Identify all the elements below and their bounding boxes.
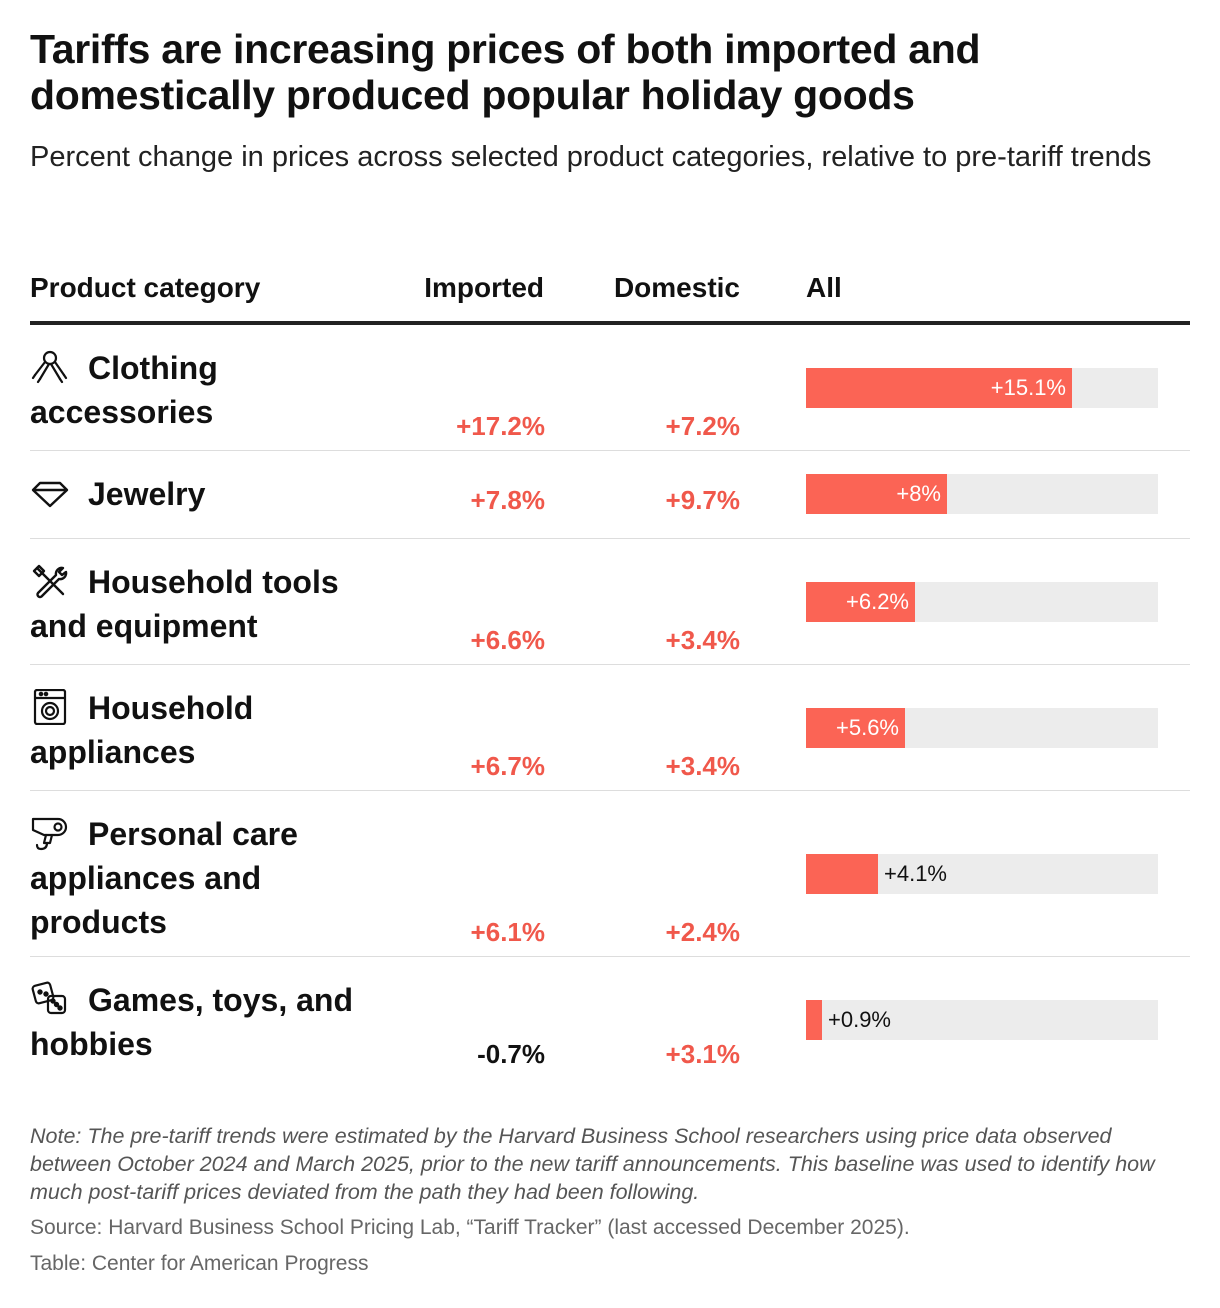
domestic-value: +9.7% — [665, 485, 740, 515]
bar-fill — [806, 708, 905, 748]
column-header-domestic: Domestic — [613, 272, 740, 303]
bar-fill — [806, 1000, 822, 1040]
bar-value-label: +4.1% — [884, 861, 947, 886]
bar-track: +8% — [806, 474, 1158, 514]
table-row: Jewelry +7.8% +9.7% +8% — [30, 472, 1190, 539]
bar-track: +6.2% — [806, 582, 1158, 622]
imported-value: +7.8% — [470, 485, 545, 515]
category-text: Household appliances — [30, 690, 254, 770]
imported-value: +6.7% — [470, 751, 545, 781]
category-text: Personal care appliances and products — [30, 816, 298, 940]
table-row: Games, toys, and hobbies -0.7% +3.1% +0.9% — [30, 978, 1190, 1078]
domestic-value: +2.4% — [665, 917, 740, 947]
diamond-icon — [30, 475, 70, 511]
bar-value-label: +0.9% — [828, 1007, 891, 1032]
table-row: Personal care appliances and products +6.… — [30, 812, 1190, 957]
column-header-category: Product category — [30, 272, 261, 303]
tools-icon — [30, 563, 70, 599]
scarf-icon — [30, 349, 70, 385]
bar-value-label: +6.2% — [846, 589, 909, 614]
chart-credit: Table: Center for American Progress — [30, 1252, 369, 1275]
domestic-value: +3.4% — [665, 625, 740, 655]
category-label: Jewelry — [30, 472, 400, 516]
row-divider — [30, 790, 1190, 791]
imported-value: +17.2% — [456, 411, 545, 441]
domestic-value: +3.1% — [665, 1039, 740, 1069]
bar-track: +0.9% — [806, 1000, 1158, 1040]
column-header-imported: Imported — [424, 272, 544, 303]
bar-track: +5.6% — [806, 708, 1158, 748]
imported-value: +6.6% — [470, 625, 545, 655]
bar-track: +4.1% — [806, 854, 1158, 894]
imported-value: -0.7% — [477, 1039, 545, 1069]
bar-fill — [806, 582, 915, 622]
domestic-value: +7.2% — [665, 411, 740, 441]
category-text: Games, toys, and hobbies — [30, 982, 353, 1062]
bar-fill — [806, 368, 1072, 408]
imported-value: +6.1% — [470, 917, 545, 947]
row-divider — [30, 450, 1190, 451]
category-label: Personal care appliances and products — [30, 812, 400, 944]
category-text: Clothing accessories — [30, 350, 218, 430]
category-label: Household appliances — [30, 686, 400, 774]
category-label: Clothing accessories — [30, 346, 400, 434]
table-row: Clothing accessories +17.2% +7.2% +15.1% — [30, 346, 1190, 451]
dice-icon — [30, 981, 70, 1017]
category-text: Household tools and equipment — [30, 564, 339, 644]
washing-machine-icon — [30, 688, 70, 726]
row-divider — [30, 956, 1190, 957]
row-divider — [30, 664, 1190, 665]
row-divider — [30, 538, 1190, 539]
header-rule — [30, 321, 1190, 325]
column-header-all: All — [806, 272, 842, 303]
bar-fill — [806, 854, 878, 894]
bar-fill — [806, 474, 947, 514]
bar-value-label: +5.6% — [836, 715, 899, 740]
bar-value-label: +8% — [896, 481, 941, 506]
chart-subtitle: Percent change in prices across selected… — [30, 141, 1152, 173]
table-row: Household appliances +6.7% +3.4% +5.6% — [30, 686, 1190, 791]
bar-value-label: +15.1% — [990, 375, 1066, 400]
hair-dryer-icon — [30, 815, 70, 851]
chart-source: Source: Harvard Business School Pricing … — [30, 1216, 910, 1239]
category-text: Jewelry — [88, 476, 206, 512]
chart-title: Tariffs are increasing prices of both im… — [30, 26, 981, 118]
chart-note: Note: The pre-tariff trends were estimat… — [30, 1124, 1155, 1204]
domestic-value: +3.4% — [665, 751, 740, 781]
table-row: Household tools and equipment +6.6% +3.4% +… — [30, 560, 1190, 665]
category-label: Household tools and equipment — [30, 560, 400, 648]
category-label: Games, toys, and hobbies — [30, 978, 400, 1066]
bar-track: +15.1% — [806, 368, 1158, 408]
